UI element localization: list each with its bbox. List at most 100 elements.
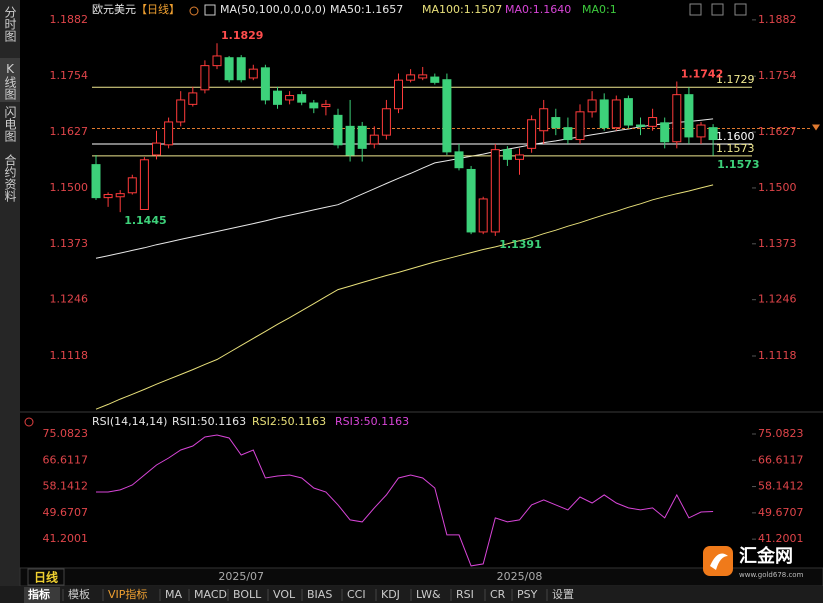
y-tick-label: 1.1500: [758, 181, 797, 194]
ma-line: [95, 118, 714, 259]
y-tick-label: 1.1627: [50, 125, 89, 138]
candle-body: [502, 149, 512, 160]
legend-entry: MA100:1.1507: [422, 3, 502, 16]
y-tick-label: 66.6117: [758, 453, 804, 466]
y-tick-label: 66.6117: [43, 453, 89, 466]
candle-body: [527, 119, 537, 149]
candle-body: [115, 193, 125, 198]
indicator: RSI(14,14,14): [92, 415, 167, 428]
icon[interactable]: [734, 3, 747, 16]
timeframe[interactable]: 日线: [34, 570, 58, 585]
y-tick-label: 1.1246: [50, 293, 89, 306]
tab[interactable]: BOLL: [233, 588, 262, 601]
candle-body: [381, 108, 391, 136]
candle-body: [260, 67, 270, 101]
y-tick-label: 1.1118: [50, 349, 89, 362]
level-label: 1.1573: [716, 142, 755, 155]
tab[interactable]: 设置: [552, 588, 574, 601]
extreme-label: 1.1829: [221, 29, 263, 42]
y-tick-label: 49.6707: [43, 506, 89, 519]
icon[interactable]: [689, 3, 702, 16]
tab[interactable]: KDJ: [381, 588, 400, 601]
candle-body: [103, 194, 113, 199]
candle-body: [333, 114, 343, 146]
y-tick-label: 58.1412: [43, 480, 89, 493]
candle-body: [478, 198, 488, 233]
tab[interactable]: RSI: [456, 588, 474, 601]
y-tick-label: 1.1627: [758, 125, 797, 138]
candle-body: [684, 94, 694, 138]
legend-entry: RSI2:50.1163: [252, 415, 326, 428]
sidebar-tab[interactable]: 分时图: [3, 6, 17, 42]
sidebar-tab[interactable]: 合约资料: [3, 153, 17, 202]
candle-body: [611, 99, 621, 129]
y-tick-label: 1.1118: [758, 349, 797, 362]
logo-name: 汇金网: [739, 545, 793, 567]
tab[interactable]: CCI: [347, 588, 366, 601]
candle-body: [551, 117, 561, 129]
rsi-line: [96, 434, 714, 567]
date-strip: [19, 567, 823, 587]
level-label: 1.1729: [716, 73, 755, 86]
level-label: 1.1600: [716, 130, 755, 143]
tab[interactable]: 指标: [28, 587, 50, 601]
period: 【日线】: [136, 2, 180, 16]
candle-body: [454, 151, 464, 169]
tab[interactable]: CR: [490, 588, 506, 601]
candle-body: [660, 122, 670, 143]
candle-body: [200, 65, 210, 91]
y-tick-label: 58.1412: [758, 480, 804, 493]
candle-body: [515, 154, 524, 160]
y-tick-label: 75.0823: [43, 427, 89, 440]
candle-body: [430, 76, 440, 83]
candle-body: [176, 99, 186, 123]
candle-body: [599, 99, 609, 129]
y-tick-label: 1.1754: [758, 69, 797, 82]
legend-entry: MA50:1.1657: [330, 3, 403, 16]
legend-entry: RSI1:50.1163: [172, 415, 246, 428]
ma-line: [95, 184, 714, 410]
icon[interactable]: [189, 6, 199, 16]
candle-body: [321, 103, 331, 108]
tab[interactable]: VOL: [273, 588, 296, 601]
candle-body: [648, 117, 658, 127]
sidebar-tab[interactable]: K线图: [3, 62, 17, 100]
icon[interactable]: [204, 4, 216, 16]
candle-body: [139, 159, 149, 210]
tab[interactable]: PSY: [517, 588, 538, 601]
icon[interactable]: [711, 3, 724, 16]
candle-body: [285, 95, 295, 101]
tab[interactable]: LW&: [416, 588, 441, 601]
tab[interactable]: MACD: [194, 588, 227, 601]
y-tick-label: 1.1500: [50, 181, 89, 194]
candle-body: [369, 134, 379, 145]
x-tick-label: 2025/07: [218, 570, 264, 583]
sidebar-tab[interactable]: 闪电图: [3, 106, 17, 142]
y-tick-label: 49.6707: [758, 506, 804, 519]
candle-body: [297, 94, 307, 103]
candle-body: [273, 90, 282, 105]
icon[interactable]: [24, 417, 34, 427]
candle-body: [152, 142, 161, 156]
y-tick-label: 1.1754: [50, 69, 89, 82]
candle-body: [539, 108, 549, 132]
candle-body: [345, 125, 355, 156]
y-tick-label: 1.1373: [758, 237, 797, 250]
candle-body: [575, 111, 585, 141]
tab[interactable]: VIP指标: [108, 587, 147, 601]
sidebar: [0, 0, 20, 603]
candle-body: [466, 168, 476, 233]
candle-body: [394, 79, 403, 110]
tab[interactable]: MA: [165, 588, 182, 601]
extreme-label: 1.1391: [499, 238, 541, 251]
y-tick-label: 41.2001: [758, 532, 804, 545]
candle-body: [442, 79, 452, 153]
extreme-label: 1.1742: [681, 67, 723, 80]
logo-url: www.gold678.com: [739, 571, 804, 579]
candle-body: [708, 127, 718, 141]
instrument: 欧元美元: [92, 3, 136, 16]
tab[interactable]: 模板: [68, 587, 90, 601]
extreme-label: 1.1573: [717, 158, 759, 171]
tab[interactable]: BIAS: [307, 588, 332, 601]
